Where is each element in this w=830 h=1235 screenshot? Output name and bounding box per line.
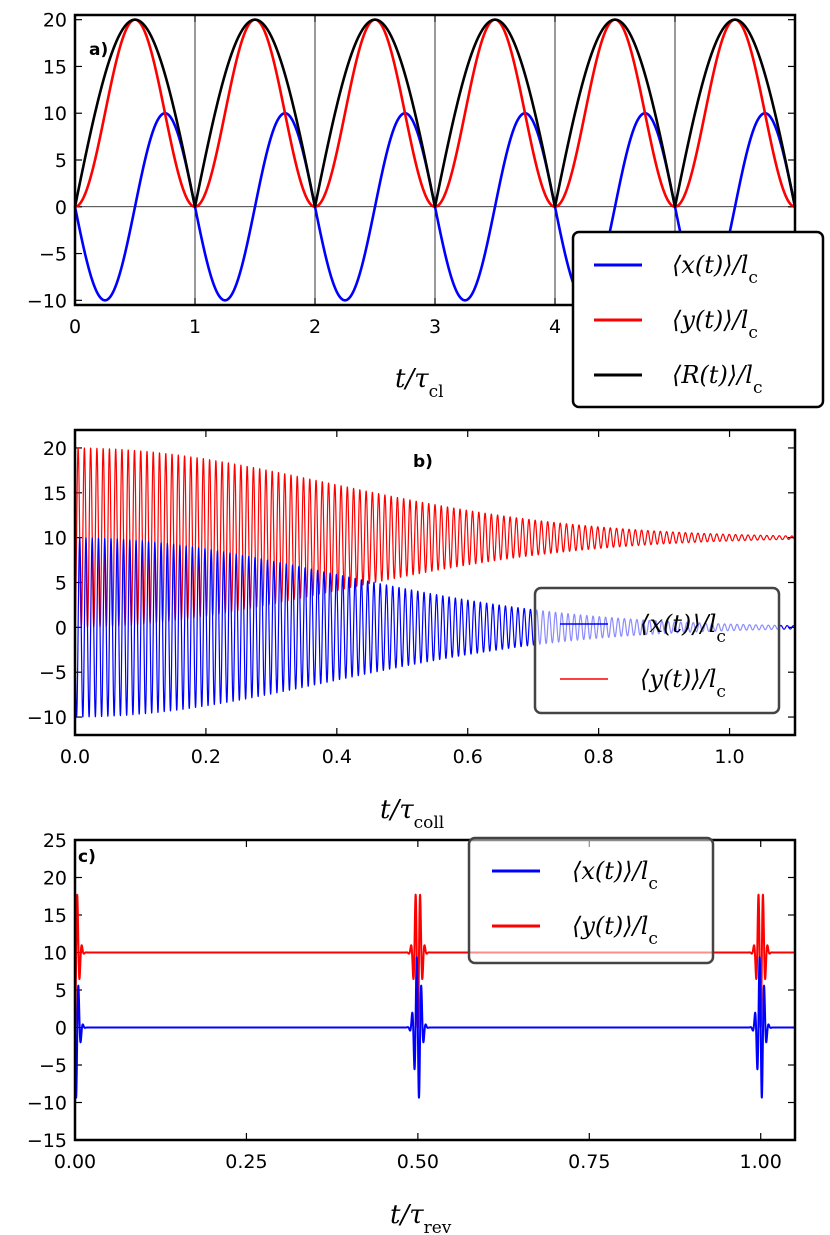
y-tick-label: 10 (43, 103, 67, 125)
legend: ⟨x(t)⟩/lc ⟨y(t)⟩/lc (533, 586, 781, 715)
legend-entry: ⟨R(t)⟩/lc (672, 361, 762, 398)
legend-box (467, 836, 715, 965)
legend-entry: ⟨x(t)⟩/lc (572, 857, 658, 894)
x-tick-label: 0.6 (453, 746, 483, 768)
y-tick-label: −5 (39, 244, 67, 266)
y-tick-label: 20 (43, 868, 67, 890)
y-tick-label: 15 (43, 483, 67, 505)
plot-frame (73, 838, 797, 1142)
panel-b: 0.0 0.2 0.4 0.6 0.8 1.0 −10 −5 0 5 10 15 20 b) t/τcoll… (27, 428, 797, 833)
y-tick-label: 0 (55, 197, 67, 219)
y-tick-label: 10 (43, 528, 67, 550)
x-tick-label: 0.75 (568, 1151, 610, 1173)
y-tick-label: −10 (27, 290, 67, 312)
x-axis-label: t/τcl (395, 364, 444, 402)
x-tick-label: 0.00 (54, 1151, 96, 1173)
y-tick-label: 5 (55, 150, 67, 172)
y-tick-label: 5 (55, 980, 67, 1002)
panel-a: 0123456−10−505101520a)t/τcl⟨x(t)⟩/lc⟨y(t… (27, 10, 825, 409)
x-tick-label: 1.0 (714, 746, 744, 768)
plot-frame (73, 13, 797, 307)
plot-frame (73, 428, 797, 737)
series-y-line (74, 447, 796, 628)
legend-box (533, 586, 781, 715)
x-tick-label: 0.0 (60, 746, 90, 768)
y-tick-label: −5 (39, 662, 67, 684)
x-tick-label: 4 (549, 316, 561, 338)
x-tick-label: 1.00 (740, 1151, 782, 1173)
x-tick-label: 3 (429, 316, 441, 338)
x-tick-label: 0.4 (322, 746, 352, 768)
y-tick-label: 15 (43, 56, 67, 78)
y-tick-label: −10 (27, 707, 67, 729)
legend: ⟨x(t)⟩/lc ⟨y(t)⟩/lc ⟨R(t)⟩/lc (571, 230, 825, 409)
y-tick-label: −10 (27, 1093, 67, 1115)
y-tick-label: −5 (39, 1055, 67, 1077)
legend-entry: ⟨y(t)⟩/lc (572, 912, 658, 949)
y-tick-label: 20 (43, 438, 67, 460)
x-axis-label: t/τrev (390, 1200, 452, 1235)
legend: ⟨x(t)⟩/lc ⟨y(t)⟩/lc (467, 836, 715, 965)
legend-entry: ⟨y(t)⟩/lc (672, 306, 758, 343)
y-tick-label: 15 (43, 905, 67, 927)
panel-label: b) (413, 452, 433, 472)
legend-entry: ⟨y(t)⟩/lc (640, 665, 726, 702)
panel-c: 0.00 0.25 0.50 0.75 1.00 −15 −10 −5 0 5 10 15 20 25 c)… (27, 830, 797, 1235)
x-tick-label: 1 (189, 316, 201, 338)
x-tick-label: 0.2 (191, 746, 221, 768)
series-R-line (73, 18, 797, 209)
y-tick-label: 10 (43, 943, 67, 965)
y-tick-label: 0 (55, 1018, 67, 1040)
y-tick-label: −15 (27, 1130, 67, 1152)
legend-entry: ⟨x(t)⟩/lc (640, 610, 726, 647)
panel-label: a) (89, 40, 108, 60)
series-x-line (74, 956, 796, 1099)
x-tick-label: 2 (309, 316, 321, 338)
x-axis-label: t/τcoll (380, 795, 444, 833)
y-tick-label: 25 (43, 830, 67, 852)
y-tick-label: 5 (55, 573, 67, 595)
x-tick-label: 0 (69, 316, 81, 338)
x-tick-label: 0.8 (584, 746, 614, 768)
panel-label: c) (78, 847, 96, 867)
y-tick-label: 0 (55, 617, 67, 639)
x-tick-label: 0.25 (225, 1151, 267, 1173)
y-tick-label: 20 (43, 10, 67, 32)
legend-entry: ⟨x(t)⟩/lc (672, 251, 758, 288)
legend-box (571, 230, 825, 409)
x-tick-label: 0.50 (397, 1151, 439, 1173)
